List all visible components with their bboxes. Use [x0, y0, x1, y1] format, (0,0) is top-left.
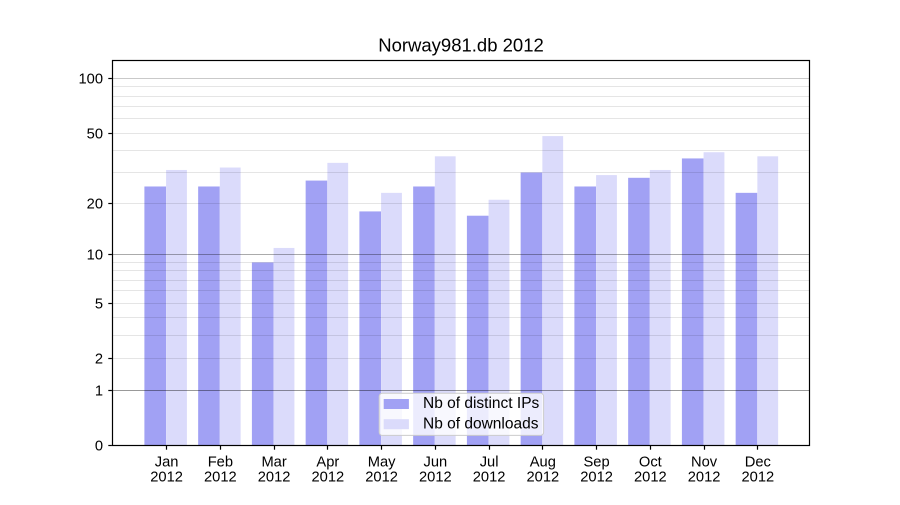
svg-text:Sep: Sep [584, 455, 610, 471]
svg-text:5: 5 [95, 297, 103, 313]
svg-text:2012: 2012 [150, 469, 183, 485]
svg-text:Oct: Oct [639, 455, 662, 471]
svg-text:2: 2 [95, 352, 103, 368]
svg-text:Norway981.db 2012: Norway981.db 2012 [378, 35, 544, 56]
svg-text:2012: 2012 [634, 469, 667, 485]
svg-text:2012: 2012 [527, 469, 560, 485]
svg-text:Apr: Apr [316, 455, 339, 471]
svg-text:2012: 2012 [580, 469, 613, 485]
svg-text:2012: 2012 [473, 469, 506, 485]
svg-text:2012: 2012 [312, 469, 345, 485]
svg-text:Aug: Aug [530, 455, 556, 471]
svg-text:Mar: Mar [261, 455, 286, 471]
svg-text:Jan: Jan [155, 455, 179, 471]
svg-text:0: 0 [95, 439, 103, 455]
svg-text:10: 10 [87, 248, 103, 264]
svg-text:20: 20 [87, 197, 103, 213]
svg-text:Nov: Nov [691, 455, 718, 471]
svg-text:2012: 2012 [365, 469, 398, 485]
svg-text:2012: 2012 [258, 469, 291, 485]
svg-text:1: 1 [95, 384, 103, 400]
svg-text:2012: 2012 [419, 469, 452, 485]
svg-text:2012: 2012 [688, 469, 721, 485]
svg-text:2012: 2012 [204, 469, 237, 485]
svg-text:May: May [368, 455, 396, 471]
svg-text:2012: 2012 [742, 469, 775, 485]
svg-text:50: 50 [87, 127, 103, 143]
svg-text:Jul: Jul [480, 455, 499, 471]
svg-text:100: 100 [78, 72, 103, 88]
svg-text:Nb of downloads: Nb of downloads [423, 416, 539, 433]
svg-text:Nb of distinct IPs: Nb of distinct IPs [423, 395, 540, 412]
svg-text:Feb: Feb [208, 455, 233, 471]
svg-text:Jun: Jun [424, 455, 448, 471]
svg-text:Dec: Dec [745, 455, 771, 471]
